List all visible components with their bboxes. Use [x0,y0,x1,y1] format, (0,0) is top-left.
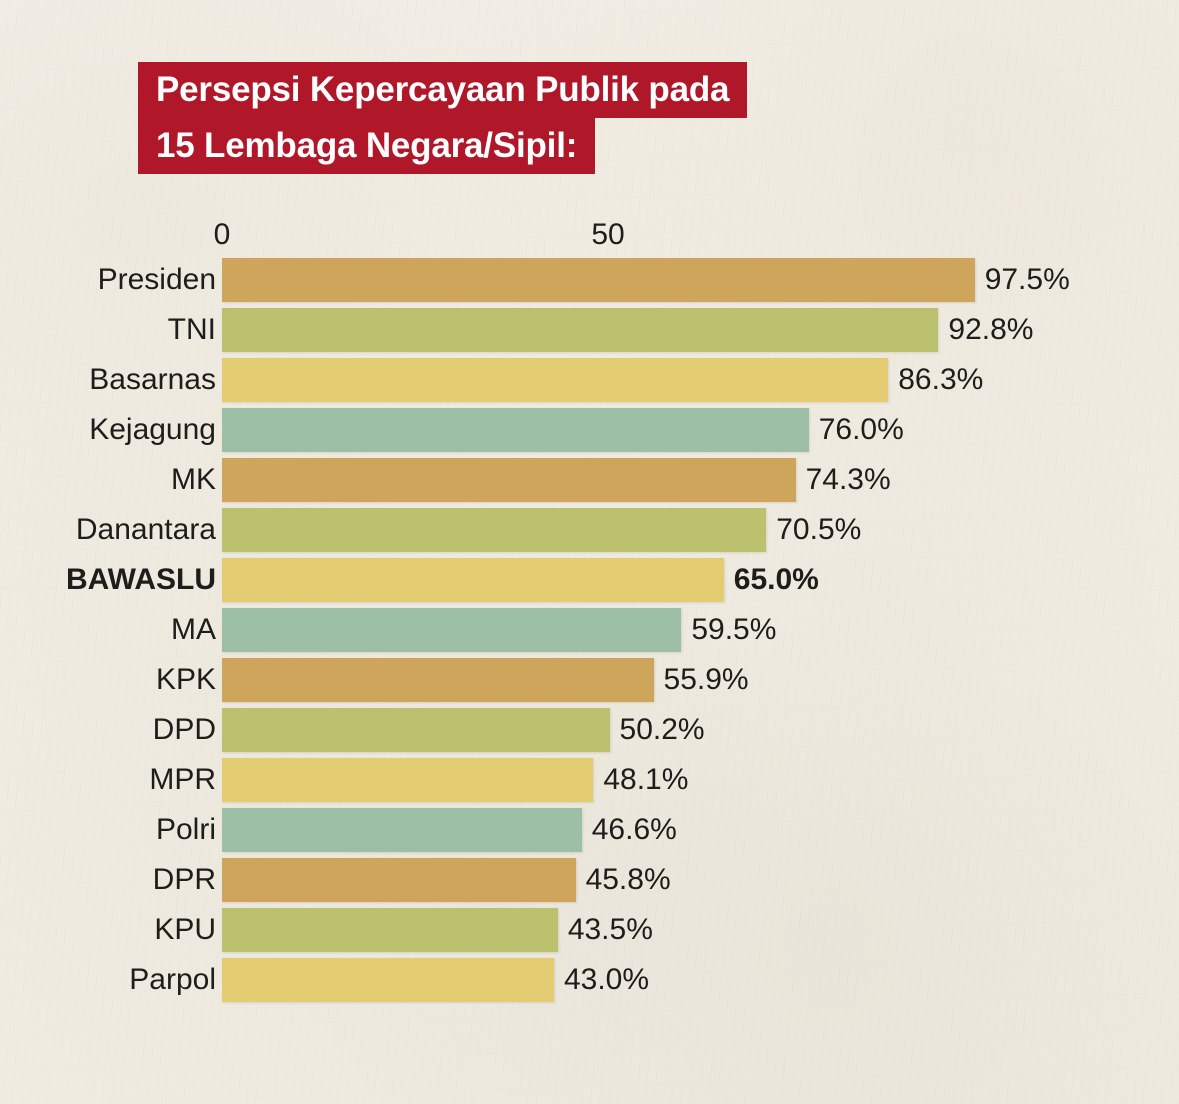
bar-row: TNI 92.8% [0,308,1179,358]
category-label-kejagung: Kejagung [89,413,216,446]
value-label-kpk: 55.9% [663,663,749,696]
value-label-ma: 59.5% [691,613,777,646]
title-banner: Persepsi Kepercayaan Publik pada 15 Lemb… [138,62,748,174]
bar-row: Polri 46.6% [0,808,1179,858]
category-label-bawaslu: BAWASLU [66,563,216,596]
category-label-presiden: Presiden [97,263,216,296]
x-tick-0: 0 [213,218,231,251]
bar-row: Danantara 70.5% [0,508,1179,558]
x-tick-50: 50 [591,218,625,251]
bar-kpk [222,658,654,702]
category-label-dpd: DPD [152,713,216,746]
value-label-kpu: 43.5% [567,913,653,946]
value-label-danantara: 70.5% [776,513,862,546]
category-label-kpu: KPU [154,913,216,946]
category-label-ma: MA [171,613,216,646]
bar-tni [222,308,939,352]
bar-kpu [222,908,558,952]
value-label-kejagung: 76.0% [818,413,904,446]
value-label-parpol: 43.0% [563,963,650,996]
value-label-tni: 92.8% [948,313,1034,346]
value-label-polri: 46.6% [591,813,677,846]
value-label-presiden: 97.5% [984,263,1070,296]
bar-dpd [222,708,610,752]
category-label-polri: Polri [155,813,216,846]
bar-row: MPR 48.1% [0,758,1179,808]
bar-row: Presiden 97.5% [0,258,1179,308]
bar-row: MA 59.5% [0,608,1179,658]
bar-row: Basarnas 86.3% [0,358,1179,408]
bar-basarnas [222,358,889,402]
x-axis-tick-labels: 0 50 [0,218,1179,252]
bar-presiden [222,258,975,302]
value-label-dpd: 50.2% [619,713,705,746]
bar-bawaslu [222,558,724,602]
category-label-danantara: Danantara [75,513,216,546]
bar-parpol [222,958,554,1002]
bar-row: KPU 43.5% [0,908,1179,958]
category-label-tni: TNI [167,313,216,346]
value-label-mk: 74.3% [805,463,891,496]
bar-dpr [222,858,576,902]
category-label-parpol: Parpol [129,963,216,996]
value-label-bawaslu: 65.0% [733,563,819,596]
bar-mpr [222,758,594,802]
value-label-mpr: 48.1% [603,763,689,796]
category-label-basarnas: Basarnas [89,363,216,396]
bar-ma [222,608,682,652]
bar-row: Parpol 43.0% [0,958,1179,1008]
bar-row: Kejagung 76.0% [0,408,1179,458]
bar-row: KPK 55.9% [0,658,1179,708]
value-label-dpr: 45.8% [585,863,671,896]
bar-danantara [222,508,767,552]
category-label-mk: MK [171,463,216,496]
value-label-basarnas: 86.3% [898,363,984,396]
category-label-mpr: MPR [149,763,216,796]
bar-rows-container: Presiden 97.5% TNI 92.8% Basarnas 86.3% Kejagu… [0,258,1179,1008]
bar-kejagung [222,408,809,452]
bar-row: MK 74.3% [0,458,1179,508]
bar-row: DPR 45.8% [0,858,1179,908]
category-label-kpk: KPK [155,663,216,696]
bar-mk [222,458,796,502]
bar-polri [222,808,582,852]
bar-row: DPD 50.2% [0,708,1179,758]
category-label-dpr: DPR [152,863,216,896]
bar-row: BAWASLU 65.0% [0,558,1179,608]
title-line-2: 15 Lembaga Negara/Sipil: [138,118,596,174]
title-line-1: Persepsi Kepercayaan Publik pada [138,62,748,118]
